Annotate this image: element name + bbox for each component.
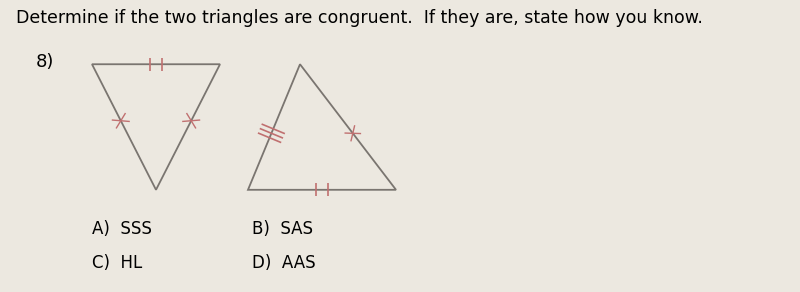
Text: Determine if the two triangles are congruent.  If they are, state how you know.: Determine if the two triangles are congr…: [16, 9, 703, 27]
Text: D)  AAS: D) AAS: [252, 253, 316, 272]
Text: C)  HL: C) HL: [92, 253, 142, 272]
Text: B)  SAS: B) SAS: [252, 220, 313, 238]
Text: 8): 8): [36, 53, 54, 71]
Text: A)  SSS: A) SSS: [92, 220, 152, 238]
